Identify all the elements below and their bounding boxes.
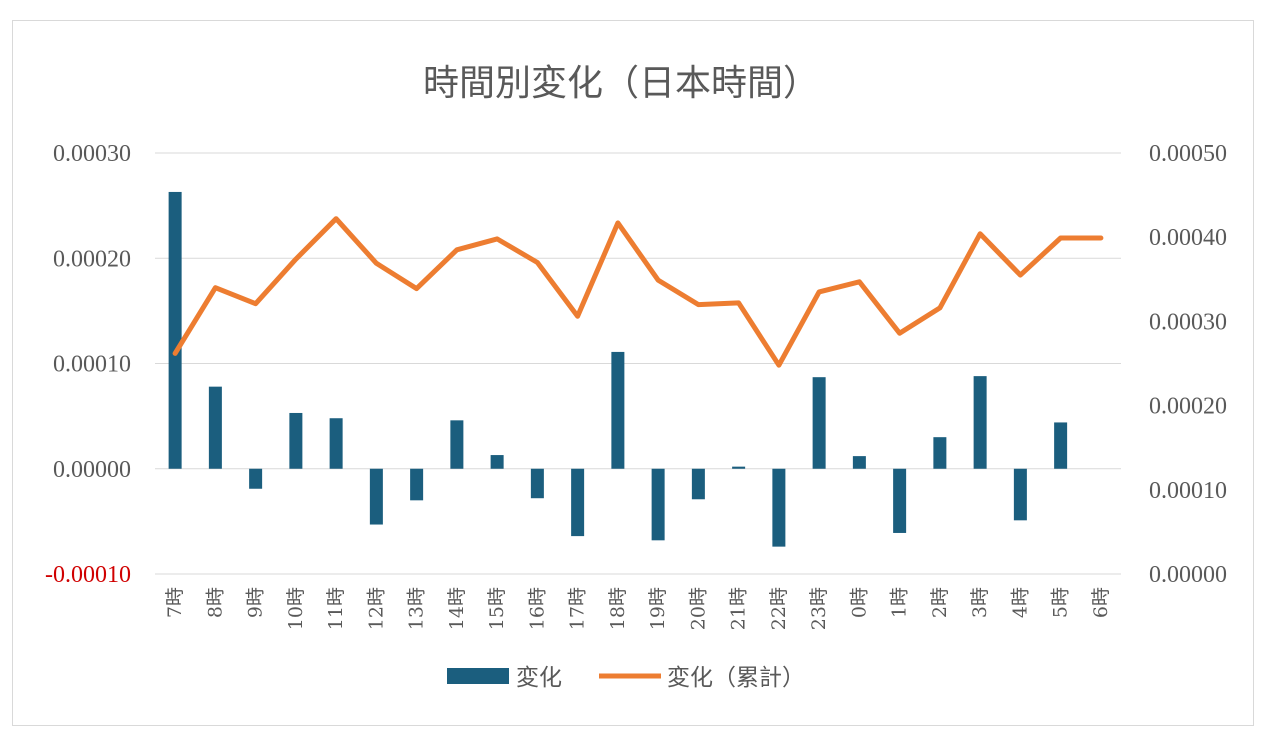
bar [490,455,504,469]
bar [772,468,786,547]
left-tick-label: -0.00010 [45,562,131,588]
bar [1013,468,1027,521]
category-label: 5時 [1050,587,1072,618]
right-tick-label: 0.00010 [1149,478,1227,504]
bar [450,420,464,469]
category-label: 9時 [245,587,267,618]
category-label: 13時 [406,587,428,630]
category-label: 22時 [768,587,790,630]
bar [812,377,826,469]
category-label: 14時 [446,587,468,630]
bar [329,418,343,469]
legend: 変化 変化（累計） [447,665,805,691]
bar [691,468,705,500]
category-axis-labels: 7時 8時 9時 10時 11時 12時 13時 14時 15時 16時 17時 18時 19時 20時 2… [164,587,1112,630]
category-label: 7時 [164,587,186,618]
category-label: 17時 [567,587,589,630]
line-series [172,216,1104,368]
bar [1054,422,1068,469]
category-label: 8時 [204,587,226,618]
category-label: 3時 [969,587,991,618]
category-label: 6時 [1090,587,1112,618]
right-tick-label: 0.00030 [1149,309,1227,335]
legend-bar-swatch [447,668,509,684]
category-label: 0時 [848,587,870,618]
category-label: 23時 [808,587,830,630]
category-label: 15時 [486,587,508,630]
category-label: 16時 [526,587,548,630]
category-label: 21時 [728,587,750,630]
bar [168,191,182,469]
gridlines [155,152,1121,575]
bar [852,456,866,469]
bar [893,468,907,533]
category-label: 20時 [687,587,709,630]
right-tick-label: 0.00050 [1149,141,1227,167]
right-tick-label: 0.00000 [1149,562,1227,588]
right-tick-label: 0.00020 [1149,394,1227,420]
bar [530,468,544,499]
category-label: 1時 [889,587,911,618]
legend-bar-label: 変化 [516,665,562,691]
bar [732,466,746,469]
chart-title: 時間別変化（日本時間） [423,63,819,104]
left-axis-ticks: 0.00030 0.00020 0.00010 0.00000 -0.00010 [45,141,131,588]
legend-line-label: 変化（累計） [667,665,805,691]
category-label: 18時 [607,587,629,630]
category-label: 11時 [325,587,347,630]
category-label: 12時 [365,587,387,630]
category-label: 2時 [929,587,951,618]
category-label: 19時 [647,587,669,630]
bar [208,386,222,469]
bar [410,468,424,501]
category-label: 10時 [285,587,307,630]
left-tick-label: 0.00000 [53,457,131,483]
bar [289,412,303,469]
bar [933,437,947,469]
bar [651,468,665,541]
cumulative-line [172,216,1104,368]
left-tick-label: 0.00020 [53,246,131,272]
right-tick-label: 0.00040 [1149,225,1227,251]
right-axis-ticks: 0.00050 0.00040 0.00030 0.00020 0.00010 0.000… [1149,141,1227,588]
bar [611,351,625,469]
left-tick-label: 0.00030 [53,141,131,167]
category-label: 4時 [1009,587,1031,618]
chart-svg: 時間別変化（日本時間） 0.00030 0.00020 0.00010 0.00000… [45,63,1227,691]
bar [369,468,383,525]
chart-area: 時間別変化（日本時間） 0.00030 0.00020 0.00010 0.00000… [12,20,1254,726]
bar [571,468,585,537]
left-tick-label: 0.00010 [53,352,131,378]
bar [249,468,263,489]
bar [973,376,987,469]
bar-series [168,191,1068,547]
